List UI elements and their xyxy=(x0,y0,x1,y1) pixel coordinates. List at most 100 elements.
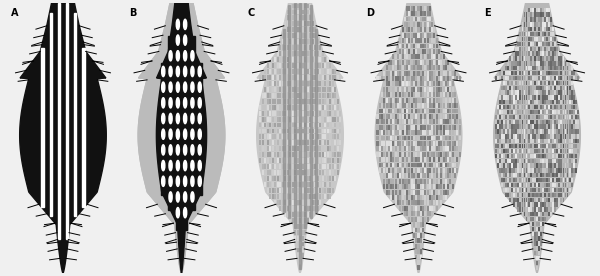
Bar xyxy=(532,158,533,163)
Bar xyxy=(420,17,422,22)
Bar xyxy=(307,200,309,205)
Bar xyxy=(281,93,284,98)
Bar xyxy=(299,212,301,217)
Bar xyxy=(526,212,527,216)
Bar xyxy=(443,195,445,200)
Bar xyxy=(304,93,306,98)
Bar xyxy=(530,124,532,129)
Bar xyxy=(526,8,527,12)
Bar xyxy=(390,152,392,157)
Bar xyxy=(538,115,540,119)
Bar xyxy=(309,111,311,116)
Bar xyxy=(503,154,505,158)
Bar xyxy=(560,158,562,163)
Bar xyxy=(440,141,442,146)
Bar xyxy=(289,152,291,157)
Bar xyxy=(548,12,550,17)
Bar xyxy=(299,134,301,139)
Bar xyxy=(415,103,417,108)
Bar xyxy=(495,124,497,129)
Bar xyxy=(550,115,552,119)
Bar xyxy=(418,119,419,124)
Bar xyxy=(514,183,515,187)
Polygon shape xyxy=(494,3,580,273)
Bar xyxy=(569,183,571,187)
Bar xyxy=(526,158,527,163)
Bar xyxy=(536,207,538,212)
Bar xyxy=(505,144,507,148)
Bar xyxy=(289,57,291,62)
Bar xyxy=(415,130,417,135)
Bar xyxy=(530,217,532,221)
Bar xyxy=(575,154,577,158)
Bar xyxy=(503,163,505,168)
Bar xyxy=(322,200,324,205)
Bar xyxy=(307,212,309,217)
Bar xyxy=(390,157,392,162)
Bar xyxy=(538,198,540,202)
Bar xyxy=(272,123,274,128)
Bar xyxy=(540,198,542,202)
Bar xyxy=(392,190,394,195)
Bar xyxy=(565,95,566,100)
Bar xyxy=(569,86,571,90)
Bar xyxy=(556,91,558,95)
Bar xyxy=(534,139,536,144)
Bar xyxy=(388,136,390,140)
Bar xyxy=(304,176,306,181)
Bar xyxy=(447,114,449,119)
Bar xyxy=(429,141,431,146)
Bar xyxy=(521,178,523,182)
Bar xyxy=(292,123,294,128)
Bar xyxy=(524,198,526,202)
Bar xyxy=(433,130,436,135)
Bar xyxy=(309,206,311,211)
Bar xyxy=(530,178,532,182)
Bar xyxy=(312,27,314,32)
Bar xyxy=(520,202,521,207)
Bar xyxy=(284,75,286,80)
Bar xyxy=(281,170,284,175)
Bar xyxy=(415,179,417,184)
Bar xyxy=(569,149,571,153)
Bar xyxy=(386,103,388,108)
Bar xyxy=(497,105,499,109)
Bar xyxy=(272,63,274,68)
Bar xyxy=(542,37,544,41)
Bar xyxy=(566,173,568,177)
Bar xyxy=(438,190,440,195)
Bar xyxy=(527,129,530,134)
Bar xyxy=(302,146,304,151)
Bar xyxy=(304,45,306,50)
Bar xyxy=(272,69,274,74)
Bar xyxy=(556,144,558,148)
Bar xyxy=(458,125,461,130)
Bar xyxy=(415,184,417,189)
Bar xyxy=(520,81,521,85)
Bar xyxy=(327,99,329,104)
Bar xyxy=(294,134,296,139)
Bar xyxy=(404,71,406,76)
Bar xyxy=(431,27,433,32)
Bar xyxy=(521,22,523,26)
Bar xyxy=(536,47,538,51)
Bar xyxy=(420,108,422,113)
Bar xyxy=(287,51,289,56)
Bar xyxy=(577,149,579,153)
Bar xyxy=(560,61,562,65)
Bar xyxy=(538,56,540,61)
Bar xyxy=(433,136,436,140)
Bar xyxy=(429,179,431,184)
Bar xyxy=(530,158,532,163)
Bar xyxy=(409,11,410,16)
Bar xyxy=(445,108,447,113)
Polygon shape xyxy=(58,3,60,239)
Bar xyxy=(532,144,533,148)
Bar xyxy=(530,66,532,70)
Bar xyxy=(317,105,319,110)
Bar xyxy=(440,190,442,195)
Bar xyxy=(507,129,509,134)
Bar xyxy=(287,33,289,38)
Bar xyxy=(431,146,433,151)
Bar xyxy=(424,206,427,211)
